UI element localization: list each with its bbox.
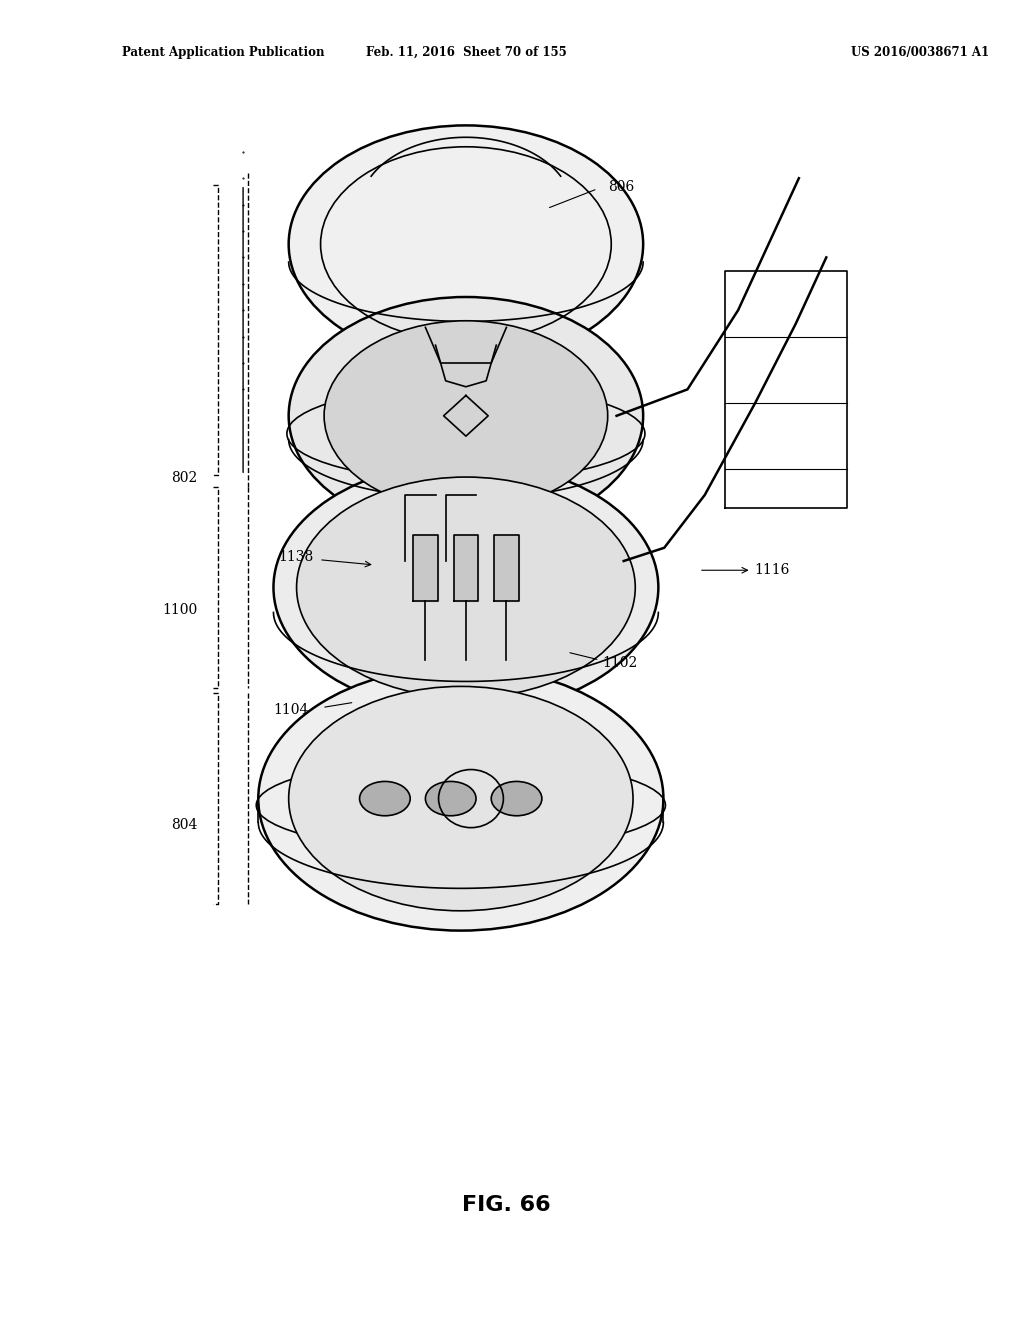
Text: 804: 804 (171, 818, 198, 832)
Ellipse shape (273, 462, 658, 713)
Text: 802: 802 (171, 471, 198, 484)
Ellipse shape (297, 477, 635, 698)
Text: Patent Application Publication: Patent Application Publication (122, 46, 324, 59)
Polygon shape (495, 535, 518, 601)
Ellipse shape (289, 297, 643, 535)
Text: 1102: 1102 (603, 656, 638, 669)
Polygon shape (414, 535, 437, 601)
Ellipse shape (289, 686, 633, 911)
Text: Feb. 11, 2016  Sheet 70 of 155: Feb. 11, 2016 Sheet 70 of 155 (366, 46, 566, 59)
Ellipse shape (325, 321, 607, 511)
Ellipse shape (258, 667, 664, 931)
Text: 806: 806 (607, 181, 634, 194)
Text: 1104: 1104 (273, 704, 309, 717)
Polygon shape (454, 535, 478, 601)
Text: 1116: 1116 (755, 564, 790, 577)
Ellipse shape (289, 125, 643, 363)
Ellipse shape (359, 781, 411, 816)
Ellipse shape (425, 781, 476, 816)
Text: US 2016/0038671 A1: US 2016/0038671 A1 (851, 46, 989, 59)
Text: 1138: 1138 (279, 550, 313, 564)
Ellipse shape (492, 781, 542, 816)
Text: FIG. 66: FIG. 66 (462, 1195, 551, 1216)
Text: 1100: 1100 (162, 603, 198, 616)
